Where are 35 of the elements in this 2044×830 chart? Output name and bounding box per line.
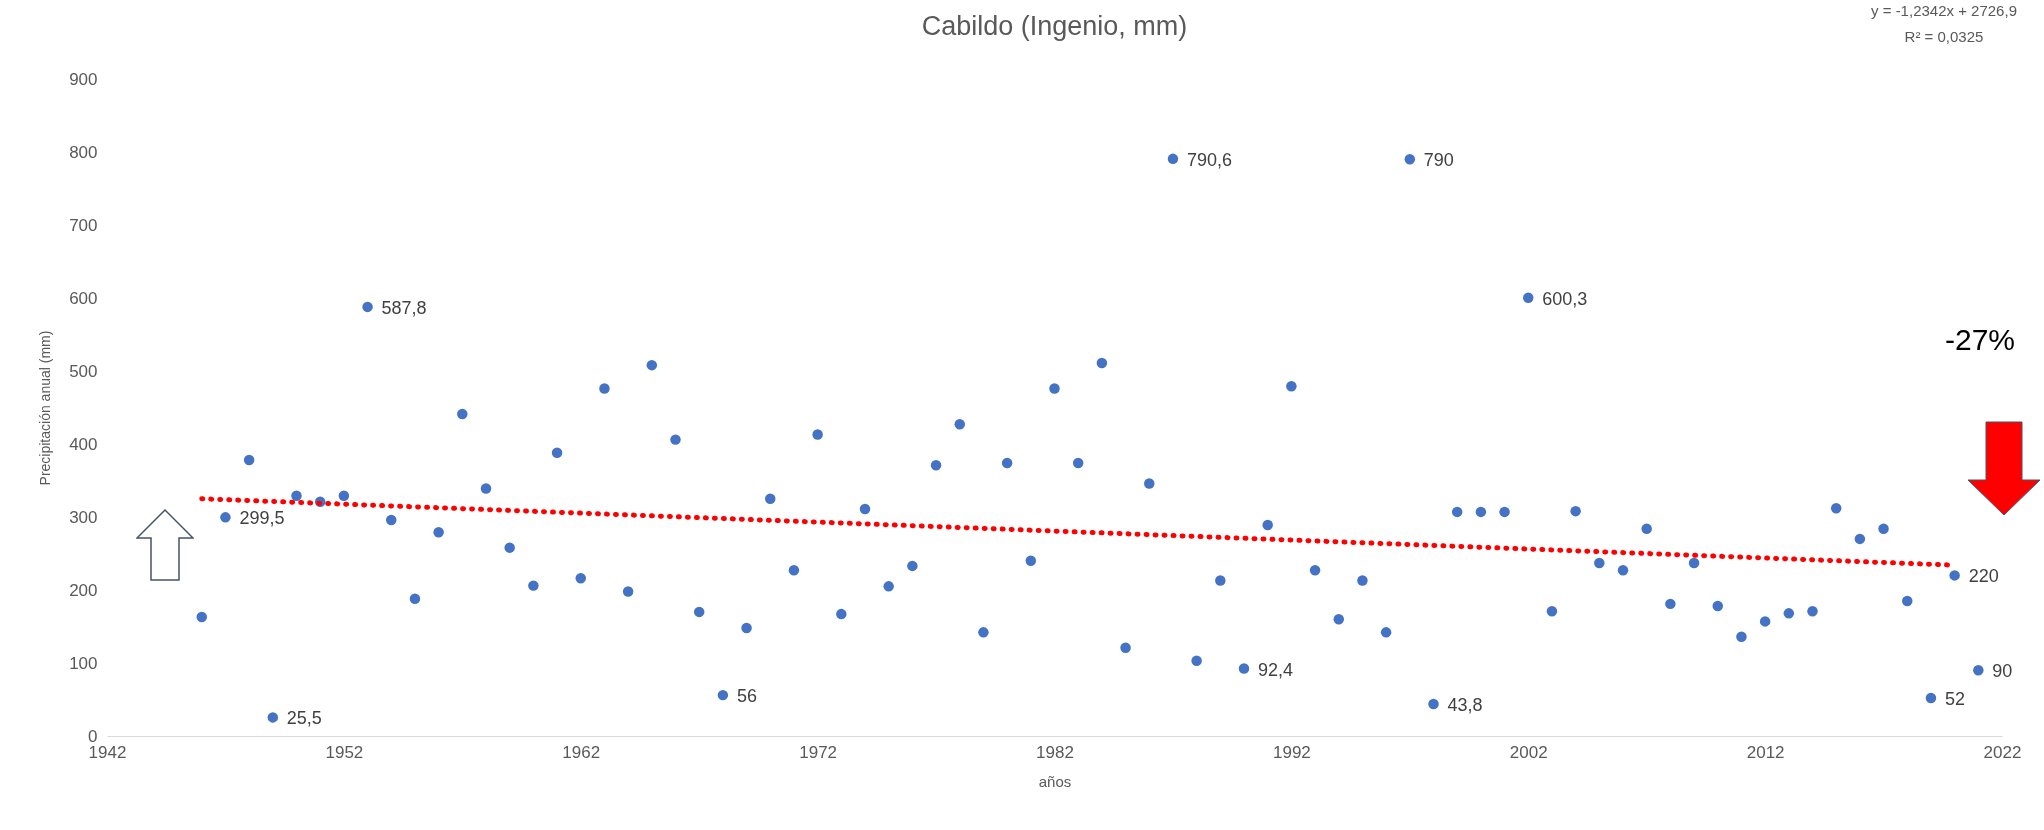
y-tick-label: 700 xyxy=(69,215,98,235)
data-label: 43,8 xyxy=(1447,695,1483,716)
annotation: -27% xyxy=(1944,323,2016,356)
y-tick-label: 800 xyxy=(69,142,98,162)
data-label: 790,6 xyxy=(1186,149,1232,170)
x-tick-label: 2002 xyxy=(1509,742,1548,762)
y-tick-label: 100 xyxy=(69,653,98,673)
data-label: 587,8 xyxy=(381,297,427,318)
x-tick-label: 1992 xyxy=(1272,742,1311,762)
data-label: 299,5 xyxy=(239,508,285,529)
y-tick-label: 400 xyxy=(69,434,98,454)
x-tick-label: 1972 xyxy=(799,742,838,762)
x-tick-label: 1982 xyxy=(1036,742,1074,762)
y-tick-label: 300 xyxy=(69,507,98,527)
y-tick-label: 200 xyxy=(69,580,98,600)
data-label: 90 xyxy=(1992,661,2013,682)
data-label: 56 xyxy=(736,686,757,707)
x-axis-title: años xyxy=(1038,772,1072,790)
y-tick-label: 500 xyxy=(69,361,98,381)
text: y = -1,2342x + 2726,9 xyxy=(1871,2,2017,19)
chart-title: Cabildo (Ingenio, mm) xyxy=(921,11,1188,41)
data-label: 52 xyxy=(1944,689,1965,710)
y-tick-label: 900 xyxy=(69,69,98,89)
x-tick-label: 1952 xyxy=(325,742,364,762)
x-tick-label: 2012 xyxy=(1746,742,1785,762)
data-label: 92,4 xyxy=(1258,659,1294,680)
data-label: 220 xyxy=(1968,566,1999,587)
y-axis-title: Precipitación anual (mm) xyxy=(37,330,54,486)
y-tick-label: 600 xyxy=(69,288,98,308)
text: R² = 0,0325 xyxy=(1904,28,1984,45)
data-label: 25,5 xyxy=(286,708,322,729)
data-label: 790 xyxy=(1423,150,1454,171)
x-tick-label: 2022 xyxy=(1983,742,2022,762)
data-label: 600,3 xyxy=(1542,288,1588,309)
x-tick-label: 1962 xyxy=(562,742,601,762)
